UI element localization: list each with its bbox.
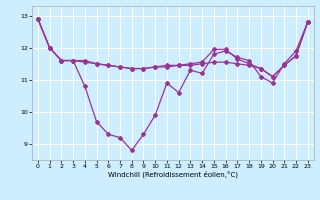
X-axis label: Windchill (Refroidissement éolien,°C): Windchill (Refroidissement éolien,°C) xyxy=(108,171,238,178)
